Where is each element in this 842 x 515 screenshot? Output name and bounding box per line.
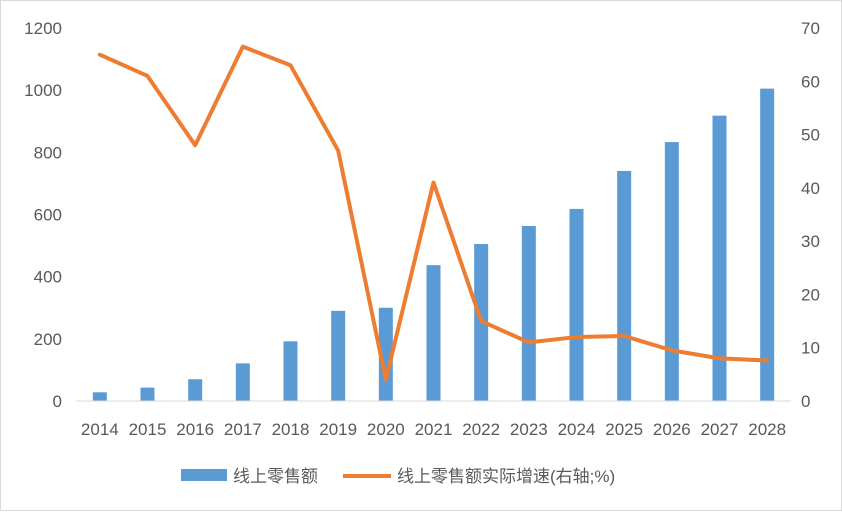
line-point-2020: [385, 379, 386, 380]
x-tick-label: 2023: [510, 420, 548, 439]
growth-rate-line: [97, 44, 770, 382]
right-tick-label: 20: [801, 285, 820, 304]
line-point-2026: [671, 350, 672, 351]
line-point-2025: [624, 335, 625, 336]
bar-2014: [92, 392, 107, 401]
left-tick-label: 400: [34, 268, 62, 287]
legend-bar-label: 线上零售额: [233, 467, 318, 486]
bar-2024: [569, 208, 584, 401]
x-tick-label: 2026: [653, 420, 691, 439]
bar-2020: [378, 307, 393, 401]
bar-2027: [712, 115, 727, 402]
right-tick-label: 10: [801, 339, 820, 358]
legend: 线上零售额 线上零售额实际增速(右轴;%): [181, 467, 615, 486]
right-tick-label: 30: [801, 232, 820, 251]
bars-layer: [92, 88, 775, 402]
left-tick-label: 600: [34, 206, 62, 225]
left-axis-ticks: 0 200 400 600 800 1000 1200: [24, 19, 62, 411]
left-tick-label: 0: [53, 392, 62, 411]
line-point-2016: [195, 145, 196, 146]
right-axis-ticks: 0 10 20 30 40 50 60 70: [801, 19, 820, 411]
left-tick-label: 1000: [24, 81, 62, 100]
bar-2017: [235, 363, 250, 401]
bar-2021: [426, 265, 441, 401]
right-tick-label: 50: [801, 126, 820, 145]
legend-bar-swatch: [181, 469, 227, 481]
x-tick-label: 2027: [701, 420, 739, 439]
right-tick-label: 40: [801, 179, 820, 198]
right-tick-label: 70: [801, 19, 820, 38]
line-point-2022: [481, 321, 482, 322]
bar-2018: [283, 341, 298, 401]
x-tick-label: 2017: [224, 420, 262, 439]
bar-2019: [331, 310, 346, 401]
x-axis-ticks: 2014 2015 2016 2017 2018 2019 2020 2021 2022 2023…: [81, 420, 786, 439]
x-tick-label: 2014: [81, 420, 119, 439]
line-point-2018: [290, 65, 291, 66]
left-tick-label: 200: [34, 330, 62, 349]
bar-2026: [664, 142, 679, 401]
line-point-2024: [576, 337, 577, 338]
line-point-2017: [242, 46, 243, 47]
line-layer: [97, 44, 770, 382]
x-tick-label: 2028: [748, 420, 786, 439]
x-tick-label: 2016: [176, 420, 214, 439]
bar-2016: [188, 379, 203, 401]
x-tick-label: 2021: [415, 420, 453, 439]
line-point-2027: [719, 358, 720, 359]
legend-line-label: 线上零售额实际增速(右轴;%): [397, 467, 615, 486]
line-point-2021: [433, 182, 434, 183]
bar-2025: [617, 170, 632, 401]
left-tick-label: 800: [34, 143, 62, 162]
line-point-2023: [528, 342, 529, 343]
line-point-2015: [147, 75, 148, 76]
right-tick-label: 60: [801, 72, 820, 91]
line-point-2014: [99, 54, 100, 55]
x-tick-label: 2015: [129, 420, 167, 439]
x-tick-label: 2025: [605, 420, 643, 439]
x-tick-label: 2024: [558, 420, 596, 439]
x-tick-label: 2019: [319, 420, 357, 439]
line-point-2028: [767, 360, 768, 361]
bar-2023: [521, 226, 536, 401]
x-tick-label: 2022: [462, 420, 500, 439]
right-tick-label: 0: [801, 392, 810, 411]
left-tick-label: 1200: [24, 19, 62, 38]
line-point-2019: [338, 150, 339, 151]
x-tick-label: 2020: [367, 420, 405, 439]
x-tick-label: 2018: [272, 420, 310, 439]
bar-2015: [140, 387, 155, 401]
bar-2028: [760, 88, 775, 402]
